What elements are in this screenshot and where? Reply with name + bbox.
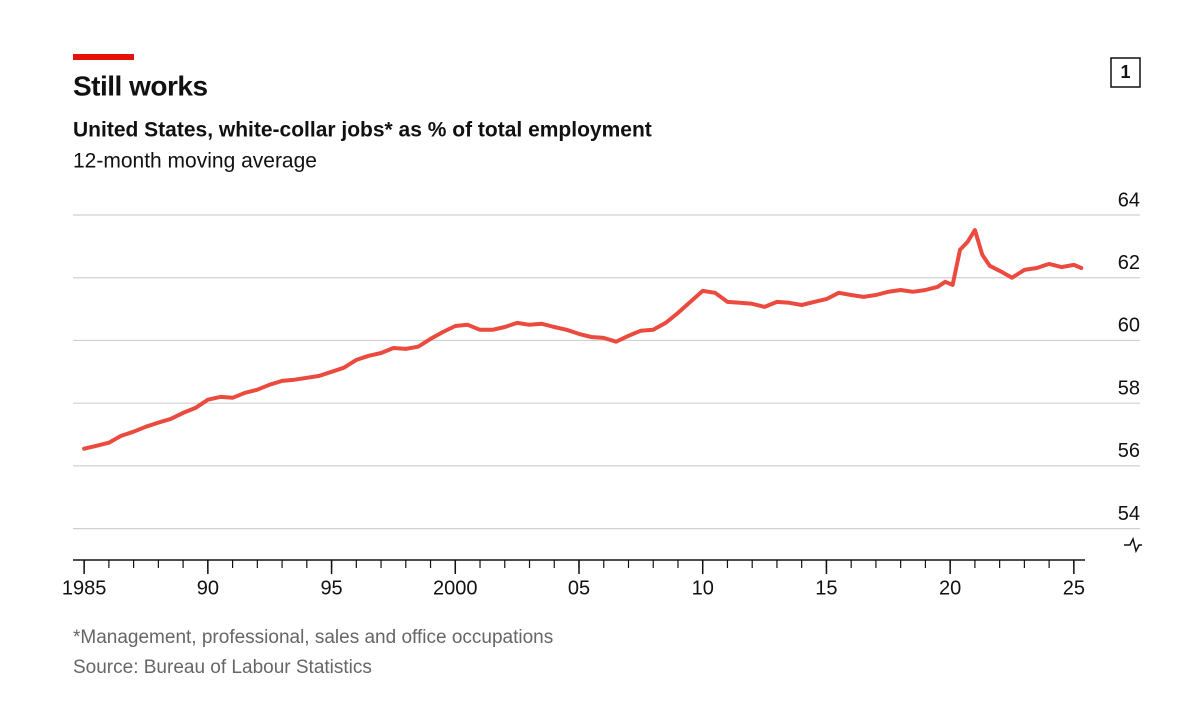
x-tick-label: 10: [692, 577, 714, 599]
y-tick-label: 60: [1118, 315, 1140, 337]
x-tick-label: 20: [939, 577, 961, 599]
x-tick-label: 15: [815, 577, 837, 599]
chart-subtitle-2: 12-month moving average: [73, 150, 317, 173]
chart-title: Still works: [73, 70, 208, 101]
footnote: *Management, professional, sales and off…: [73, 627, 553, 648]
x-tick-label: 05: [568, 577, 590, 599]
y-tick-label: 58: [1118, 377, 1140, 399]
y-tick-label: 64: [1118, 189, 1140, 211]
chart-subtitle: United States, white-collar jobs* as % o…: [73, 119, 652, 142]
x-tick-label: 25: [1063, 577, 1085, 599]
x-tick-label: 95: [320, 577, 342, 599]
axis-break: [1124, 536, 1142, 554]
x-tick-label: 90: [197, 577, 219, 599]
y-tick-label: 54: [1118, 503, 1140, 525]
x-tick-label: 2000: [433, 577, 478, 599]
x-tick-label: 1985: [62, 577, 107, 599]
chart-number: 1: [1120, 62, 1130, 82]
accent-bar: [73, 54, 134, 60]
y-tick-label: 56: [1118, 440, 1140, 462]
data-line: [82, 228, 1084, 451]
source: Source: Bureau of Labour Statistics: [73, 657, 372, 678]
y-tick-label: 62: [1118, 252, 1140, 274]
chart-number-box: [1110, 57, 1141, 88]
